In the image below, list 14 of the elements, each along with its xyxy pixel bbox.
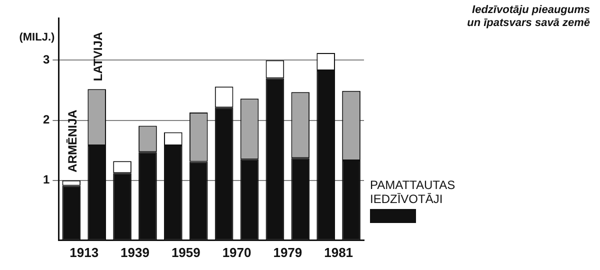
- y-tick-label: 2: [42, 112, 50, 127]
- series-label: PAMATTAUTAS IEDZĪVOTĀJI: [370, 178, 456, 206]
- y-axis-title: (MILJ.): [19, 31, 55, 44]
- x-tick-label: 1913: [70, 244, 99, 260]
- x-tick-label: 1981: [324, 244, 354, 260]
- y-tick-label: 1: [42, 172, 50, 187]
- x-tick-label: 1970: [222, 244, 252, 260]
- x-tick-label: 1979: [273, 244, 302, 260]
- annotation: LATVIJA: [90, 32, 105, 82]
- x-tick-label: 1939: [120, 244, 150, 260]
- annotation: ARMĒNIJA: [65, 109, 80, 172]
- text: Iedzīvotāju pieaugums un īpatsvars savā zemē: [466, 4, 590, 30]
- x-tick-label: 1959: [171, 244, 200, 260]
- y-tick-label: 3: [42, 52, 50, 67]
